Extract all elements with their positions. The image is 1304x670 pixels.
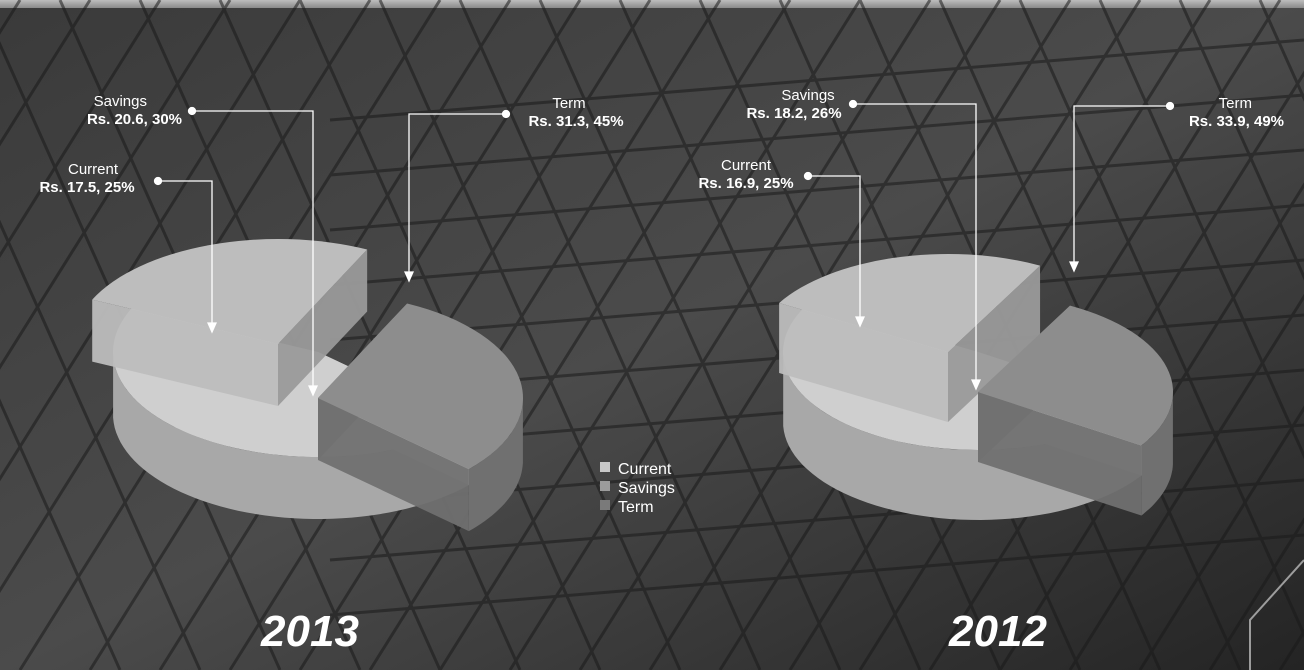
slice-face-current xyxy=(779,303,948,422)
legend-swatch-current xyxy=(600,462,610,472)
slice-face-current xyxy=(278,249,368,406)
label-2013-term-name: Term xyxy=(552,95,585,112)
slice-face-savings xyxy=(318,398,469,532)
legend-item-current: Current xyxy=(618,461,672,478)
label-2012-savings-name: Savings xyxy=(781,87,834,104)
label-2012-term-name: Term xyxy=(1219,95,1252,112)
chart-title-2012: 2012 xyxy=(948,607,1047,656)
legend-item-term: Term xyxy=(618,499,654,516)
slice-wall-savings xyxy=(468,401,523,532)
label-2013-current-name: Current xyxy=(68,161,119,178)
label-2012-current-name: Current xyxy=(721,157,772,174)
label-2012-term-value: Rs. 33.9, 49% xyxy=(1189,113,1284,130)
slice-face-current xyxy=(948,265,1041,422)
leader-lines-2012 xyxy=(803,99,1175,391)
slice-face-current xyxy=(92,299,278,406)
slice-current xyxy=(779,253,1041,352)
slice-current xyxy=(92,238,368,344)
slice-face-savings xyxy=(978,392,1142,516)
slice-wall-savings xyxy=(1141,394,1173,516)
label-2012-savings-value: Rs. 18.2, 26% xyxy=(746,105,841,122)
slice-savings xyxy=(318,303,524,470)
legend-item-savings: Savings xyxy=(618,480,675,497)
label-2013-savings-name: Savings xyxy=(94,93,147,110)
label-2013-savings-value: Rs. 20.6, 30% xyxy=(87,111,182,128)
legend-swatch-term xyxy=(600,500,610,510)
slice-savings xyxy=(978,305,1173,446)
label-2013-current-value: Rs. 17.5, 25% xyxy=(39,179,134,196)
pie-chart-2013 xyxy=(92,238,524,532)
pie-chart-2012 xyxy=(779,253,1173,520)
legend: Current Savings Term xyxy=(600,461,675,516)
label-2013-term-value: Rs. 31.3, 45% xyxy=(528,113,623,130)
chart-title-2013: 2013 xyxy=(260,607,359,656)
leader-lines-2013 xyxy=(153,106,511,397)
legend-swatch-savings xyxy=(600,481,610,491)
label-2012-current-value: Rs. 16.9, 25% xyxy=(698,175,793,192)
